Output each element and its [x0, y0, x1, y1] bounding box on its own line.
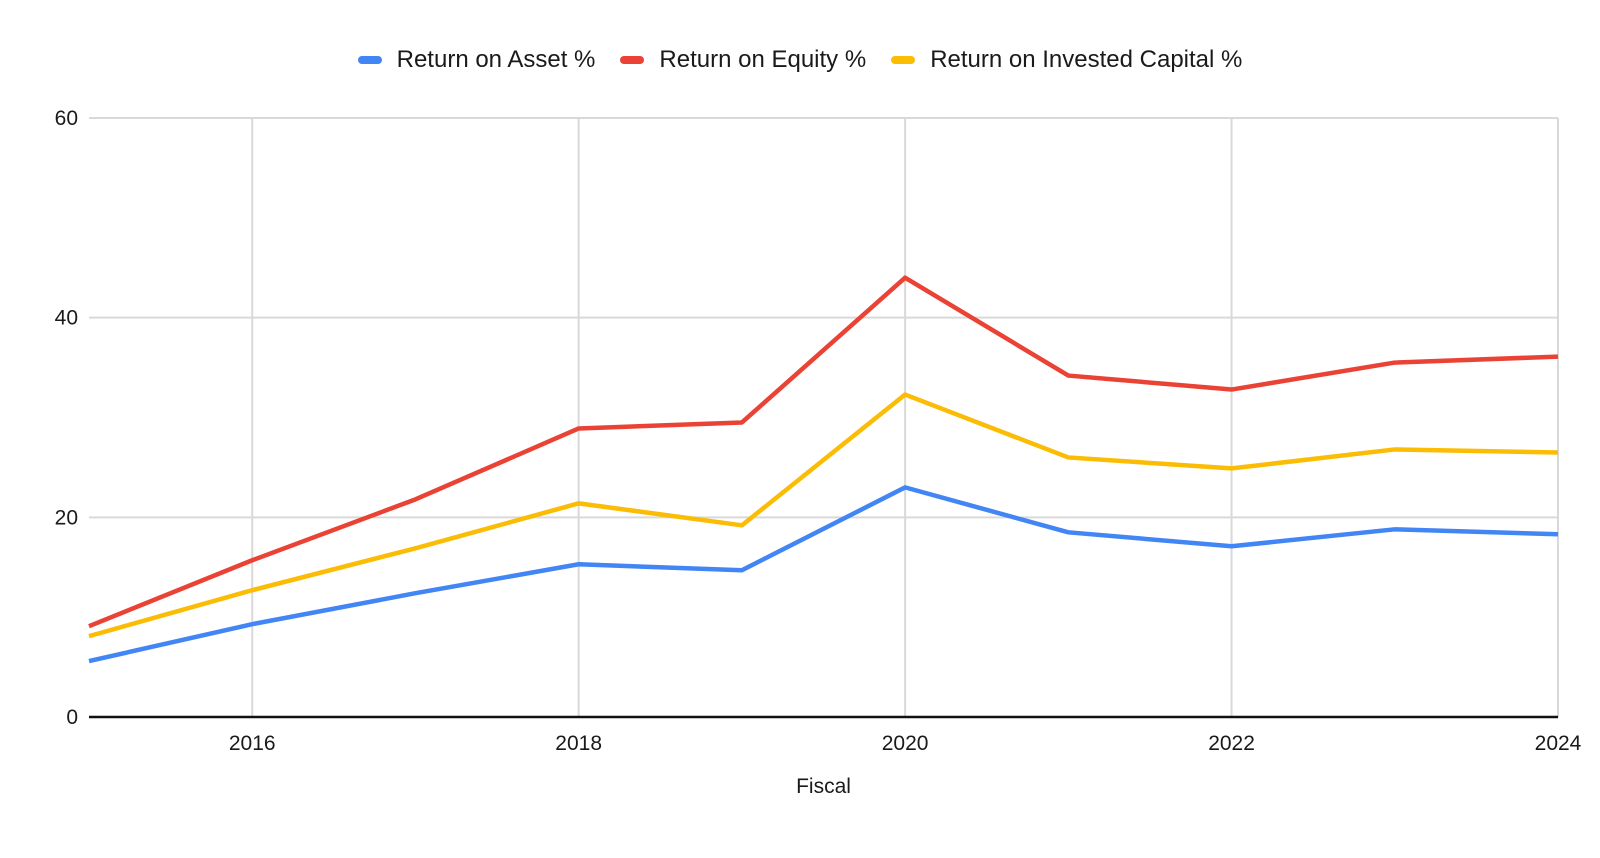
series-line-return-on-equity — [88, 275, 1559, 629]
legend-item-return-on-equity: Return on Equity % — [620, 42, 866, 78]
series-line-return-on-asset — [88, 485, 1559, 664]
x-tick-label: 2022 — [1208, 732, 1255, 755]
legend-swatch-icon — [891, 56, 916, 64]
x-axis-title: Fiscal — [796, 775, 851, 798]
legend-label: Return on Asset % — [396, 46, 596, 73]
legend-swatch-icon — [620, 56, 645, 64]
series-line-return-on-invested-capital — [88, 392, 1559, 639]
legend-label: Return on Invested Capital % — [930, 46, 1243, 73]
legend-label: Return on Equity % — [659, 46, 867, 73]
x-tick-label: 2018 — [555, 732, 602, 755]
legend-item-return-on-invested-capital: Return on Invested Capital % — [891, 42, 1242, 78]
legend-item-return-on-asset: Return on Asset % — [357, 42, 596, 78]
x-tick-label: 2016 — [229, 732, 276, 755]
y-tick-label: 0 — [66, 706, 78, 729]
y-tick-label: 20 — [55, 506, 78, 529]
x-tick-label: 2020 — [882, 732, 929, 755]
legend-swatch-icon — [357, 56, 382, 64]
y-tick-label: 60 — [55, 107, 78, 130]
x-tick-label: 2024 — [1535, 732, 1582, 755]
chart-legend: Return on Asset % Return on Equity % Ret… — [0, 42, 1600, 78]
y-tick-label: 40 — [55, 307, 78, 330]
